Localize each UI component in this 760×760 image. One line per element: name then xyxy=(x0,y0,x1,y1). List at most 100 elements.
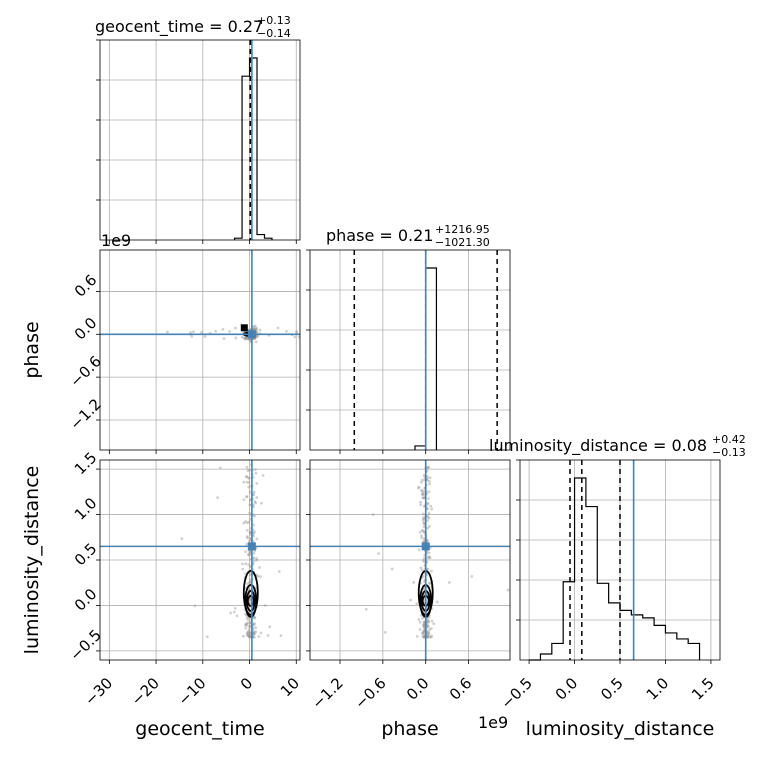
sample-point xyxy=(417,548,421,552)
x-tick-label: −10 xyxy=(175,674,210,709)
2d-panel-luminosity-distance-vs-phase xyxy=(306,459,511,664)
sample-point xyxy=(248,498,252,502)
sample-point xyxy=(247,539,251,543)
sample-point xyxy=(426,633,430,637)
sample-point xyxy=(245,336,249,340)
histogram-geocent-time xyxy=(233,57,273,240)
sample-point xyxy=(248,635,252,639)
sample-point xyxy=(426,556,429,560)
y-tick-label: −1.2 xyxy=(66,395,104,433)
sample-point xyxy=(166,330,169,334)
sample-point xyxy=(435,600,439,604)
sample-point xyxy=(242,521,246,525)
sample-point xyxy=(252,615,256,619)
sample-point xyxy=(246,469,250,472)
sample-point xyxy=(203,335,207,339)
x-tick-label: 0.0 xyxy=(552,674,582,704)
sample-point xyxy=(247,553,251,557)
sample-point xyxy=(222,337,226,340)
x-axis-label-geocent-time: geocent_time xyxy=(135,718,264,740)
sample-point xyxy=(448,581,451,584)
sample-point xyxy=(244,475,248,479)
title-luminosity-distance-minus: −0.13 xyxy=(712,446,746,459)
sample-point xyxy=(425,624,429,628)
sample-point xyxy=(218,466,222,470)
density-contour xyxy=(242,570,259,616)
sample-point xyxy=(427,616,431,619)
sample-point xyxy=(364,607,368,611)
sample-point xyxy=(243,624,247,627)
sample-point xyxy=(246,633,250,637)
sample-point xyxy=(255,327,259,330)
sample-point xyxy=(245,480,249,484)
sample-point xyxy=(426,502,430,506)
sample-point xyxy=(246,582,250,585)
sample-point xyxy=(383,630,387,634)
sample-point xyxy=(377,552,380,555)
sample-point xyxy=(417,485,421,489)
sample-point xyxy=(421,493,424,496)
sample-point xyxy=(422,516,426,519)
sample-point xyxy=(252,615,256,619)
offset-multiplier-geocent-col: 1e9 xyxy=(101,231,131,250)
sample-point xyxy=(421,631,425,635)
sample-point xyxy=(422,620,426,624)
sample-point xyxy=(247,634,251,638)
sample-point xyxy=(427,490,431,494)
2d-panel-phase-vs-geocent-time xyxy=(96,249,301,454)
sample-point xyxy=(247,481,251,484)
sample-point xyxy=(259,575,262,578)
sample-point xyxy=(427,479,431,483)
sample-point xyxy=(255,335,259,339)
sample-point xyxy=(252,559,256,563)
sample-point xyxy=(247,634,251,638)
title-geocent-time-minus: −0.14 xyxy=(257,27,291,40)
sample-point xyxy=(244,626,248,630)
y-tick-label: −0.5 xyxy=(66,626,104,664)
sample-point xyxy=(427,624,430,628)
sample-point xyxy=(254,327,258,331)
sample-point xyxy=(422,635,426,639)
sample-point xyxy=(246,632,249,635)
sample-point xyxy=(266,634,270,637)
sample-point xyxy=(429,635,433,639)
sample-point xyxy=(421,529,425,533)
hist-panel-phase-tick-marks xyxy=(306,249,469,454)
sample-point xyxy=(420,534,423,538)
sample-point xyxy=(426,466,429,470)
sample-point xyxy=(421,559,425,562)
sample-point xyxy=(246,634,250,638)
sample-point xyxy=(256,574,260,578)
sample-point xyxy=(422,623,426,626)
sample-point xyxy=(248,552,251,555)
sample-point xyxy=(247,563,250,567)
sample-point xyxy=(422,525,426,529)
x-axis-label-phase: phase xyxy=(381,718,438,740)
sample-point xyxy=(245,521,249,525)
sample-point xyxy=(430,569,433,573)
sample-point xyxy=(422,624,426,628)
sample-point xyxy=(244,520,247,523)
hist-panel-phase xyxy=(306,249,511,454)
sample-point xyxy=(428,635,432,639)
sample-point xyxy=(233,607,237,610)
sample-point xyxy=(426,526,430,530)
2d-panel-luminosity-distance-vs-geocent-time-tick-marks xyxy=(96,468,297,664)
hist-panel-geocent-time-tick-marks xyxy=(96,39,297,244)
sample-point xyxy=(245,622,249,626)
sample-point xyxy=(427,551,431,555)
sample-point xyxy=(371,513,375,517)
sample-point xyxy=(426,478,429,482)
sample-point xyxy=(263,604,267,607)
sample-point xyxy=(427,632,431,636)
sample-point xyxy=(420,480,423,484)
2d-panel-luminosity-distance-vs-geocent-time-samples xyxy=(180,463,283,639)
sample-point xyxy=(242,498,246,502)
sample-point xyxy=(412,581,416,584)
sample-point xyxy=(426,567,430,571)
sample-point xyxy=(245,535,249,539)
sample-point xyxy=(420,528,424,532)
2d-panel-luminosity-distance-vs-phase-samples xyxy=(364,465,510,639)
hist-panel-geocent-time-frame xyxy=(99,39,301,241)
